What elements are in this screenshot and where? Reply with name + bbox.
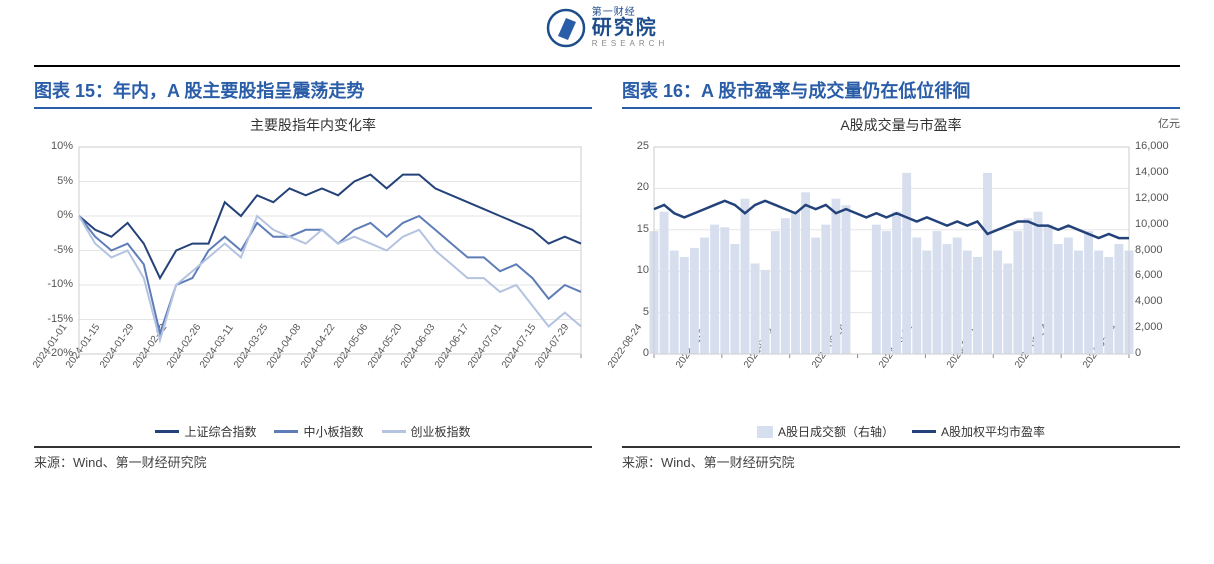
legend-item: A股日成交额（右轴） (757, 423, 894, 440)
logo-title: 研究院 (592, 18, 658, 38)
legend-swatch (912, 430, 936, 433)
legend-label: 创业板指数 (411, 423, 471, 440)
logo-subtitle: RESEARCH (592, 40, 668, 48)
source-15: 来源：Wind、第一财经研究院 (34, 446, 592, 471)
panel-title-15: 图表 15：年内，A 股主要股指呈震荡走势 (34, 77, 592, 109)
legend-item: 中小板指数 (274, 423, 363, 440)
header-logo: 第一财经 研究院 RESEARCH (0, 0, 1214, 65)
chart-svg (622, 139, 1177, 419)
y2-unit: 亿元 (1158, 115, 1180, 131)
legend-swatch (757, 426, 773, 438)
legend-item: 上证综合指数 (155, 423, 256, 440)
legend-swatch (382, 430, 406, 433)
legend-label: A股加权平均市盈率 (941, 423, 1045, 440)
chart-15: -20%-15%-10%-5%0%5%10%2024-01-012024-01-… (34, 139, 592, 419)
legend-label: 中小板指数 (303, 423, 363, 440)
legend-16: A股日成交额（右轴） A股加权平均市盈率 (622, 419, 1180, 442)
logo: 第一财经 研究院 RESEARCH (546, 8, 668, 48)
legend-swatch (274, 430, 298, 433)
chart-16: 051015202502,0004,0006,0008,00010,00012,… (622, 139, 1180, 419)
chart-title-16: A股成交量与市盈率 (622, 115, 1180, 135)
legend-item: A股加权平均市盈率 (912, 423, 1045, 440)
panel-title-16: 图表 16：A 股市盈率与成交量仍在低位徘徊 (622, 77, 1180, 109)
legend-label: 上证综合指数 (184, 423, 256, 440)
chart-svg (34, 139, 589, 419)
chart-panel-15: 图表 15：年内，A 股主要股指呈震荡走势 主要股指年内变化率 -20%-15%… (34, 77, 592, 471)
legend-swatch (155, 430, 179, 433)
header-divider (34, 65, 1180, 67)
source-16: 来源：Wind、第一财经研究院 (622, 446, 1180, 471)
legend-label: A股日成交额（右轴） (778, 423, 894, 440)
legend-15: 上证综合指数 中小板指数 创业板指数 (34, 419, 592, 442)
chart-title-15: 主要股指年内变化率 (34, 115, 592, 135)
chart-panel-16: 图表 16：A 股市盈率与成交量仍在低位徘徊 A股成交量与市盈率 亿元 0510… (622, 77, 1180, 471)
legend-item: 创业板指数 (382, 423, 471, 440)
logo-icon (546, 8, 586, 48)
